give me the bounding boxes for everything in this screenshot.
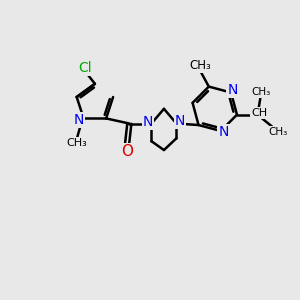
- Text: CH₃: CH₃: [251, 87, 270, 97]
- Text: N: N: [73, 113, 83, 127]
- Text: CH₃: CH₃: [268, 127, 287, 137]
- Text: N: N: [175, 114, 185, 128]
- Text: N: N: [143, 115, 153, 129]
- Text: CH: CH: [251, 108, 267, 118]
- Text: O: O: [121, 144, 133, 159]
- Text: Cl: Cl: [78, 61, 92, 75]
- Text: N: N: [218, 125, 229, 140]
- Text: N: N: [227, 82, 238, 97]
- Text: CH₃: CH₃: [67, 138, 88, 148]
- Text: CH₃: CH₃: [189, 58, 211, 72]
